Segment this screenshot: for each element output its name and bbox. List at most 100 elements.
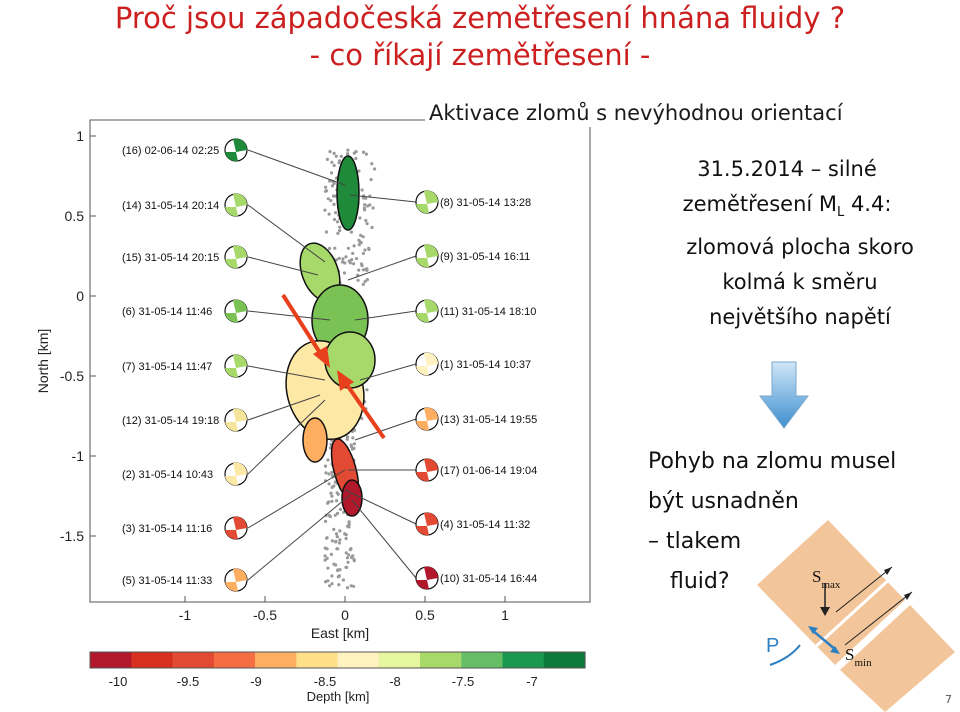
beachball-quadrant: [416, 366, 429, 376]
event-leader-line: [247, 469, 346, 529]
smax-subscript: max: [821, 579, 840, 591]
hypocenter-point: [357, 238, 361, 242]
hypocenter-point: [341, 257, 345, 261]
hypocenter-point: [335, 491, 339, 495]
hypocenter-point: [351, 554, 355, 558]
hypocenter-point: [334, 154, 338, 158]
hypocenter-point: [330, 485, 334, 489]
event-leader-line: [354, 418, 417, 441]
hypocenter-point: [347, 553, 351, 557]
hypocenter-point: [334, 211, 338, 215]
event-label: (5) 31-05-14 11:33: [122, 575, 212, 587]
hypocenter-point: [340, 260, 345, 264]
page-number: 7: [945, 693, 952, 706]
depth-colorbar: -10 -9.5 -9 -8.5 -8 -7.5 -7: [89, 651, 586, 689]
event-leader-line: [247, 256, 319, 276]
hypocenter-point: [357, 243, 361, 247]
hypocenter-point: [352, 559, 356, 563]
beachball-quadrant: [225, 582, 238, 592]
beachball-quadrant: [225, 259, 238, 269]
y-tick-label: -0.5: [60, 368, 84, 384]
hypocenter-point: [350, 258, 354, 262]
hypocenter-point: [325, 547, 329, 551]
colorbar-segment: [420, 652, 462, 668]
beachball-quadrant: [233, 462, 248, 476]
axis-ticks: -1 -0.5 0 0.5 1 1 0.5 0 -0.5 -1 -1.5: [60, 128, 509, 623]
hypocenter-point: [345, 556, 349, 560]
beachball-quadrant: [233, 245, 248, 259]
hypocenter-point: [329, 552, 333, 557]
colorbar-segment: [255, 652, 297, 668]
hypocenter-point: [327, 212, 331, 216]
slide-title-line-1: Proč jsou západočeská zemětřesení hnána …: [114, 1, 846, 35]
hypocenter-point: [344, 533, 348, 537]
note-desc-line-1: zlomová plocha skoro: [686, 235, 914, 259]
hypocenter-point: [324, 230, 329, 234]
hypocenter-point: [365, 222, 369, 226]
hypocenter-point: [326, 458, 330, 462]
colorbar-segment: [213, 652, 256, 668]
y-tick-label: 1: [76, 128, 84, 144]
hypocenter-point: [324, 471, 328, 475]
hypocenter-point: [367, 247, 371, 251]
beachball-quadrant: [424, 299, 439, 313]
hypocenter-point: [332, 151, 336, 155]
hypocenter-point: [323, 464, 328, 468]
hypocenter-point: [348, 548, 352, 552]
hypocenter-point: [369, 178, 373, 182]
beachball-quadrant: [424, 352, 439, 366]
hypocenter-point: [326, 566, 330, 570]
right-event-column: (8) 31-05-14 13:28 (9) 31-05-14 16:11 (11)…: [344, 190, 537, 590]
event-leader-line: [347, 255, 417, 281]
hypocenter-point: [346, 152, 350, 156]
hypocenter-point: [324, 189, 329, 193]
hypocenter-point: [364, 218, 368, 223]
hypocenter-point: [337, 574, 341, 578]
beachball-quadrant: [233, 299, 248, 313]
colorbar-tick-label: -10: [109, 674, 128, 689]
hypocenter-point: [346, 148, 350, 152]
hypocenter-point: [342, 271, 347, 275]
beachball-quadrant: [233, 138, 248, 152]
hypocenter-point: [330, 474, 335, 478]
hypocenter-point: [323, 208, 327, 212]
hypocenter-point: [373, 167, 377, 171]
hypocenter-point: [339, 154, 343, 158]
hypocenter-point: [328, 150, 332, 154]
hypocenter-point: [330, 499, 334, 503]
hypocenter-point: [338, 529, 342, 533]
note-fluid-question: Pohyb na zlomu musel být usnadněn – tlak…: [648, 442, 896, 602]
colorbar-segment: [131, 652, 174, 668]
hypocenter-point: [354, 156, 358, 161]
beachball-quadrant: [225, 476, 238, 486]
hypocenter-point: [330, 494, 334, 498]
y-tick-label: 0: [76, 288, 84, 304]
note-mag-text: zemětřesení M: [682, 192, 838, 216]
hypocenter-point: [330, 470, 334, 474]
event-label: (11) 31-05-14 18:10: [440, 306, 536, 318]
hypocenter-point: [333, 480, 337, 484]
hypocenter-point: [360, 264, 364, 268]
hypocenter-point: [360, 416, 364, 420]
hypocenter-point: [365, 278, 369, 282]
hypocenter-point: [338, 538, 342, 542]
hypocenter-point: [331, 194, 336, 198]
hypocenter-point: [341, 578, 345, 582]
beachball-quadrant: [424, 458, 439, 472]
smin-label: S: [845, 645, 854, 664]
event-label: (2) 31-05-14 10:43: [122, 469, 213, 481]
hypocenter-point: [327, 472, 331, 476]
hypocenter-point: [356, 278, 360, 282]
colorbar-tick-label: -8: [389, 674, 401, 689]
hypocenter-point: [362, 206, 366, 210]
beachball-quadrant: [424, 190, 439, 204]
hypocenter-point: [350, 447, 355, 451]
hypocenter-point: [352, 262, 356, 266]
hypocenter-point: [363, 279, 367, 284]
beachball-quadrant: [424, 512, 439, 526]
colorbar-label: Depth [km]: [307, 689, 370, 704]
hypocenter-point: [332, 217, 337, 222]
beachball-quadrant: [416, 204, 429, 214]
hypocenter-point: [360, 188, 364, 192]
beachball-quadrant: [225, 313, 238, 323]
